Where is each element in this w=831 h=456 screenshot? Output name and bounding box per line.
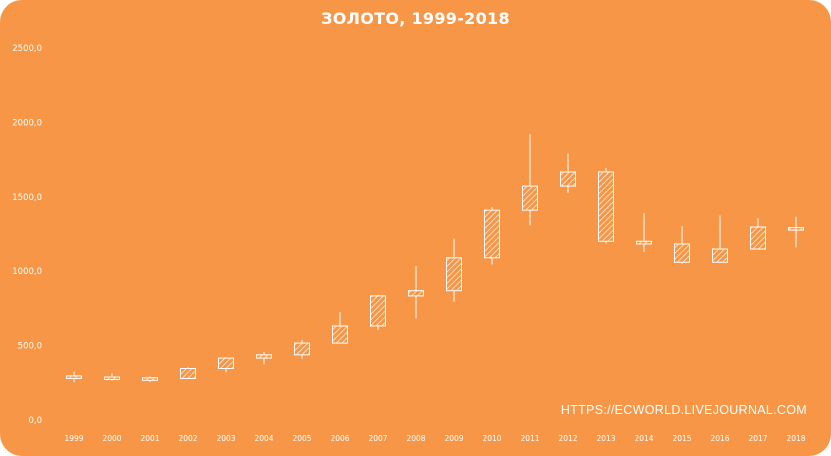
x-tick-label: 2007 bbox=[368, 434, 387, 443]
x-tick-label: 2011 bbox=[520, 434, 539, 443]
candle-body bbox=[560, 171, 576, 187]
x-tick-label: 2017 bbox=[748, 434, 767, 443]
candle-body bbox=[180, 368, 196, 379]
y-tick-label: 500,0 bbox=[18, 342, 42, 352]
y-axis-ticks: 0,0 500,0 1000,0 1500,0 2000,0 2500,0 bbox=[12, 44, 42, 426]
chart-title: ЗОЛОТО, 1999-2018 bbox=[321, 9, 510, 28]
candle-body bbox=[598, 171, 614, 242]
candle bbox=[332, 312, 348, 344]
x-tick-label: 2010 bbox=[482, 434, 501, 443]
candle-body bbox=[750, 226, 766, 250]
x-tick-label: 2009 bbox=[444, 434, 463, 443]
candle-body bbox=[788, 227, 804, 231]
watermark-url: HTTPS://ECWORLD.LIVEJOURNAL.COM bbox=[560, 403, 807, 417]
y-tick-label: 2500,0 bbox=[12, 44, 42, 54]
candle-body bbox=[218, 357, 234, 370]
candle-body bbox=[408, 290, 424, 297]
candle-body bbox=[370, 295, 386, 327]
candle-body bbox=[294, 342, 310, 356]
x-tick-label: 2012 bbox=[558, 434, 577, 443]
candle bbox=[370, 294, 386, 330]
candle bbox=[674, 226, 690, 264]
candle bbox=[598, 167, 614, 244]
y-tick-label: 0,0 bbox=[28, 416, 42, 426]
candle bbox=[256, 352, 272, 365]
candle-body bbox=[522, 185, 538, 211]
candle bbox=[484, 207, 500, 265]
candle-body bbox=[256, 354, 272, 359]
candle-body bbox=[484, 209, 500, 259]
candle bbox=[66, 371, 82, 383]
x-tick-label: 2015 bbox=[672, 434, 691, 443]
x-tick-label: 2018 bbox=[786, 434, 805, 443]
x-tick-label: 2000 bbox=[102, 434, 121, 443]
candle bbox=[636, 213, 652, 252]
x-tick-label: 2006 bbox=[330, 434, 349, 443]
x-tick-label: 2013 bbox=[596, 434, 615, 443]
candle-body bbox=[104, 376, 120, 381]
candle-body bbox=[332, 325, 348, 344]
candle bbox=[750, 218, 766, 250]
candle bbox=[104, 373, 120, 381]
candle bbox=[522, 134, 538, 226]
candle bbox=[788, 216, 804, 248]
candle bbox=[408, 266, 424, 319]
x-tick-label: 2001 bbox=[140, 434, 159, 443]
y-tick-label: 1000,0 bbox=[12, 267, 42, 277]
candle-body bbox=[446, 257, 462, 292]
candle bbox=[446, 238, 462, 302]
candle-body bbox=[66, 375, 82, 379]
candle bbox=[218, 357, 234, 373]
candle-body bbox=[674, 243, 690, 263]
x-axis-ticks: 1999 2000 2001 2002 2003 2004 2005 2006 2007 2008… bbox=[64, 434, 805, 443]
y-tick-label: 1500,0 bbox=[12, 193, 42, 203]
candle-body bbox=[636, 240, 652, 245]
x-tick-label: 2008 bbox=[406, 434, 425, 443]
candles bbox=[66, 134, 804, 383]
x-tick-label: 1999 bbox=[64, 434, 83, 443]
candle-body bbox=[142, 377, 158, 381]
x-tick-label: 2004 bbox=[254, 434, 273, 443]
candle bbox=[712, 215, 728, 263]
x-tick-label: 2005 bbox=[292, 434, 311, 443]
x-tick-label: 2003 bbox=[216, 434, 235, 443]
y-tick-label: 2000,0 bbox=[12, 118, 42, 128]
candle bbox=[560, 153, 576, 193]
x-tick-label: 2014 bbox=[634, 434, 653, 443]
x-tick-label: 2016 bbox=[710, 434, 729, 443]
x-tick-label: 2002 bbox=[178, 434, 197, 443]
candle bbox=[142, 376, 158, 383]
candle bbox=[180, 367, 196, 379]
candle bbox=[294, 340, 310, 359]
candle-body bbox=[712, 248, 728, 263]
